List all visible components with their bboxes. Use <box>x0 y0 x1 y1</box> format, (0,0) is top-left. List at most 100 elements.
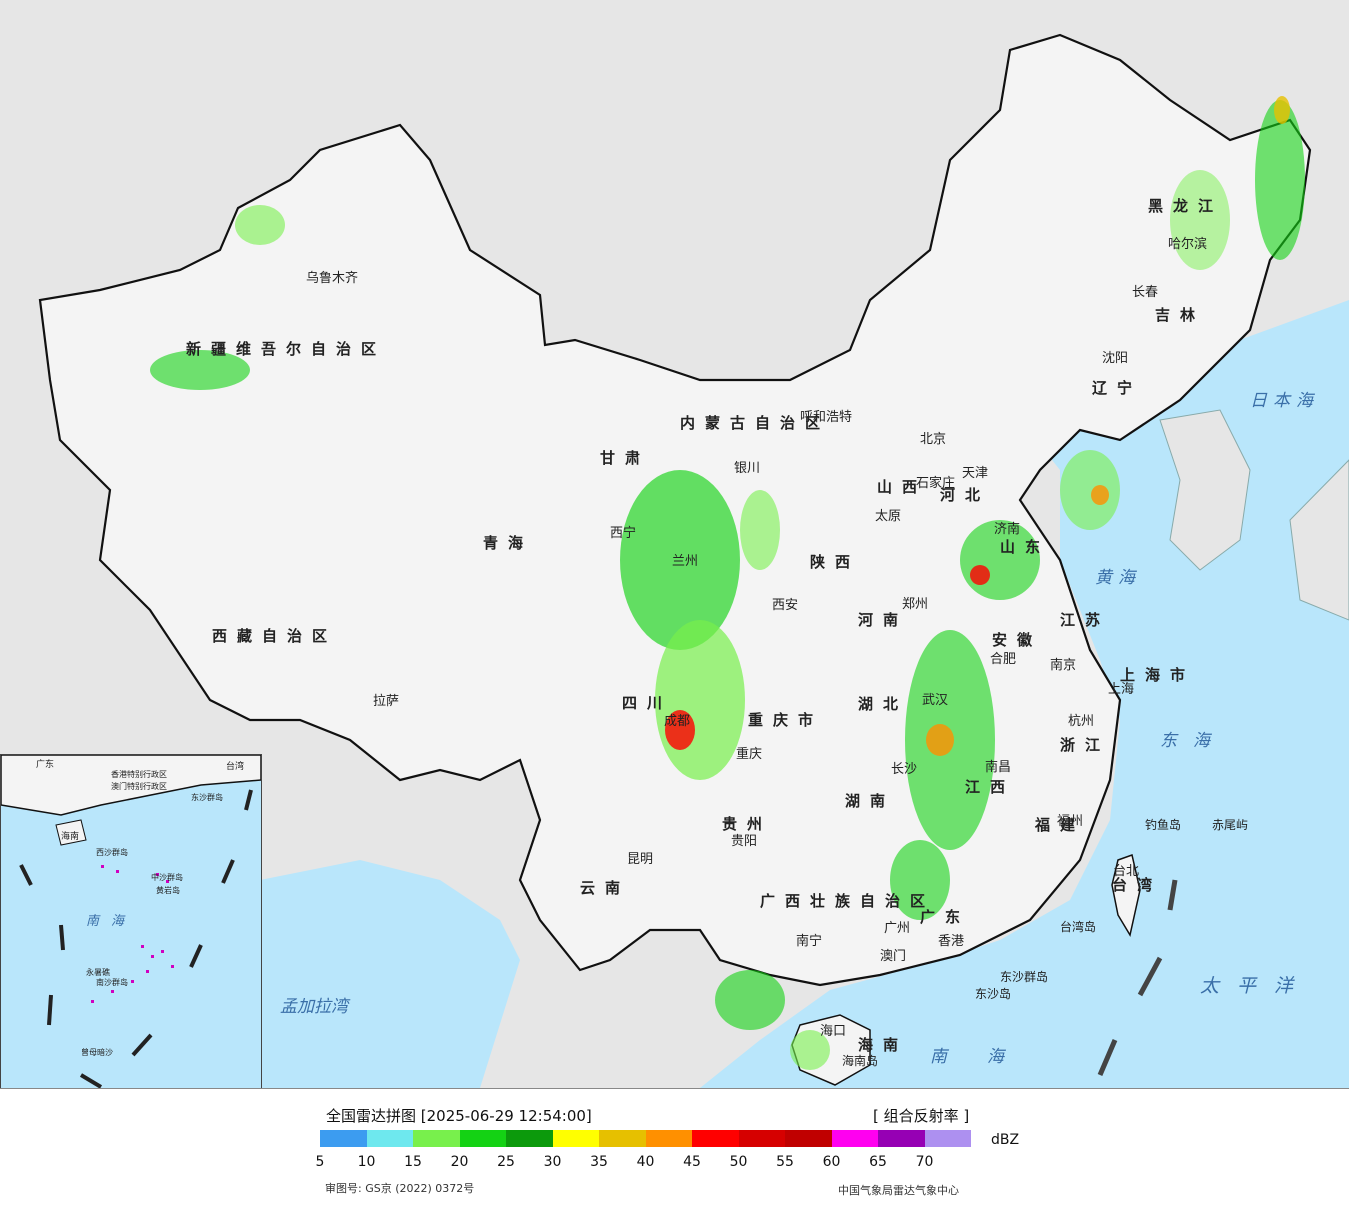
product-label: [ 组合反射率 ] <box>873 1107 970 1125</box>
province-label: 台湾 <box>1112 876 1162 894</box>
province-label: 山西 <box>877 478 927 496</box>
boundary-dashes <box>1097 879 1178 1076</box>
color-swatch <box>552 1130 599 1147</box>
unit-label: dBZ <box>991 1132 1020 1148</box>
province-label: 甘肃 <box>600 449 650 467</box>
color-swatch <box>785 1130 832 1147</box>
scale-tick-label: 60 <box>822 1154 841 1170</box>
province-label: 福建 <box>1034 816 1085 834</box>
province-label: 江西 <box>965 778 1015 796</box>
source-credit: 中国气象局雷达气象中心 <box>838 1184 959 1197</box>
city-label: 兰州 <box>672 554 698 569</box>
color-swatch <box>506 1130 553 1147</box>
legend-title: 全国雷达拼图 [2025-06-29 12:54:00] <box>326 1107 592 1125</box>
province-label: 河北 <box>940 486 990 504</box>
land-korea <box>1159 409 1251 571</box>
scale-tick-label: 50 <box>729 1154 748 1170</box>
scale-tick-label: 65 <box>869 1154 887 1170</box>
city-label: 南宁 <box>796 933 822 949</box>
province-label: 上海市 <box>1120 666 1195 684</box>
city-label: 香港 <box>938 934 964 949</box>
scale-tick-label: 25 <box>497 1154 515 1170</box>
city-label: 昆明 <box>627 852 653 867</box>
sea-label: 东海 <box>1160 731 1226 751</box>
color-swatch <box>692 1130 739 1147</box>
land-japan <box>1289 459 1349 621</box>
inset-canvas: 南海 广东 台湾 海南 香港特别行政区 澳门特别行政区 东沙群岛 西沙群岛 中沙… <box>1 755 261 1088</box>
inset-label: 南海 <box>86 914 136 929</box>
scale-tick-label: 30 <box>543 1154 562 1170</box>
province-label: 内蒙古自治区 <box>680 414 830 432</box>
inset-label: 曾母暗沙 <box>81 1047 113 1057</box>
color-swatch <box>459 1130 506 1147</box>
map-canvas: 新疆维吾尔自治区 西藏自治区 青海 甘肃 内蒙古自治区 四川 云南 黑龙江 吉林… <box>38 33 1349 1088</box>
scale-tick-label: 40 <box>636 1154 655 1170</box>
province-label: 重庆市 <box>748 711 823 729</box>
inset-label: 海南 <box>61 830 79 842</box>
province-label: 海南 <box>858 1036 908 1054</box>
island-label: 东沙岛 <box>975 986 1011 1001</box>
color-swatch <box>599 1130 646 1147</box>
province-label: 湖南 <box>845 792 895 810</box>
city-label: 哈尔滨 <box>1168 236 1207 252</box>
inset-label: 台湾 <box>226 760 244 772</box>
province-labels: 新疆维吾尔自治区 西藏自治区 青海 甘肃 内蒙古自治区 四川 云南 黑龙江 吉林… <box>186 197 1213 1054</box>
city-label: 天津 <box>962 466 988 481</box>
city-label: 台北 <box>1113 864 1139 879</box>
province-label: 云南 <box>580 879 630 897</box>
city-label: 长春 <box>1132 285 1158 300</box>
scale-tick-label: 70 <box>915 1154 934 1170</box>
approval-number: 审图号: GS京 (2022) 0372号 <box>325 1182 475 1195</box>
city-label: 沈阳 <box>1102 351 1128 366</box>
city-label: 海口 <box>820 1024 846 1039</box>
city-label: 拉萨 <box>373 694 399 709</box>
city-label: 石家庄 <box>916 475 955 491</box>
city-labels: 乌鲁木齐 拉萨 西宁 兰州 银川 呼和浩特 北京 天津 石家庄 太原 济南 郑州… <box>306 236 1207 1039</box>
inset-label: 广东 <box>36 758 54 770</box>
inset-label: 西沙群岛 <box>96 847 128 857</box>
inset-label: 东沙群岛 <box>191 792 223 802</box>
city-label: 西安 <box>772 598 798 613</box>
city-label: 银川 <box>734 461 760 476</box>
city-label: 济南 <box>994 521 1020 537</box>
sea-label: 日本海 <box>1250 391 1319 411</box>
color-scale-bar <box>320 1130 971 1147</box>
scale-tick-label: 5 <box>315 1154 325 1170</box>
city-label: 南昌 <box>985 759 1011 775</box>
city-label: 呼和浩特 <box>800 410 852 425</box>
city-label: 广州 <box>884 921 910 936</box>
city-label: 杭州 <box>1068 714 1094 729</box>
inset-label: 永暑礁 <box>86 967 110 977</box>
province-label: 广西壮族自治区 <box>760 892 935 910</box>
color-swatch <box>831 1130 878 1147</box>
sea-label: 孟加拉湾 <box>280 997 351 1017</box>
radar-map: 新疆维吾尔自治区 西藏自治区 青海 甘肃 内蒙古自治区 四川 云南 黑龙江 吉林… <box>0 0 1349 1089</box>
province-label: 西藏自治区 <box>212 627 337 645</box>
inset-label: 澳门特别行政区 <box>111 781 167 791</box>
sea-label: 太平洋 <box>1200 975 1311 997</box>
province-label: 贵州 <box>722 815 772 833</box>
province-label: 湖北 <box>858 695 908 713</box>
city-label: 西宁 <box>610 525 636 541</box>
color-swatch <box>366 1130 413 1147</box>
color-swatch <box>645 1130 692 1147</box>
city-label: 郑州 <box>902 597 928 612</box>
inset-label: 黄岩岛 <box>156 885 180 895</box>
sea-label: 黄海 <box>1095 568 1141 588</box>
taiwan-island <box>1111 854 1141 937</box>
island-label: 台湾岛 <box>1060 919 1096 934</box>
inset-label: 南沙群岛 <box>96 977 128 987</box>
province-label: 陕西 <box>810 553 860 571</box>
sea-labels: 日本海 黄海 东海 太平洋 南海 孟加拉湾 <box>280 391 1319 1067</box>
color-swatch <box>320 1130 367 1147</box>
scale-tick-label: 10 <box>357 1154 376 1170</box>
south-china-sea-inset: 南海 广东 台湾 海南 香港特别行政区 澳门特别行政区 东沙群岛 西沙群岛 中沙… <box>0 754 262 1088</box>
color-swatch <box>878 1130 925 1147</box>
inset-label: 香港特别行政区 <box>111 769 167 779</box>
legend-panel: 全国雷达拼图 [2025-06-29 12:54:00] [ 组合反射率 ] d… <box>0 1089 1349 1208</box>
inset-label: 中沙群岛 <box>151 872 183 882</box>
province-label: 河南 <box>858 611 908 629</box>
island-label: 海南岛 <box>842 1053 878 1068</box>
city-label: 南京 <box>1050 657 1076 673</box>
province-label: 四川 <box>622 694 672 712</box>
